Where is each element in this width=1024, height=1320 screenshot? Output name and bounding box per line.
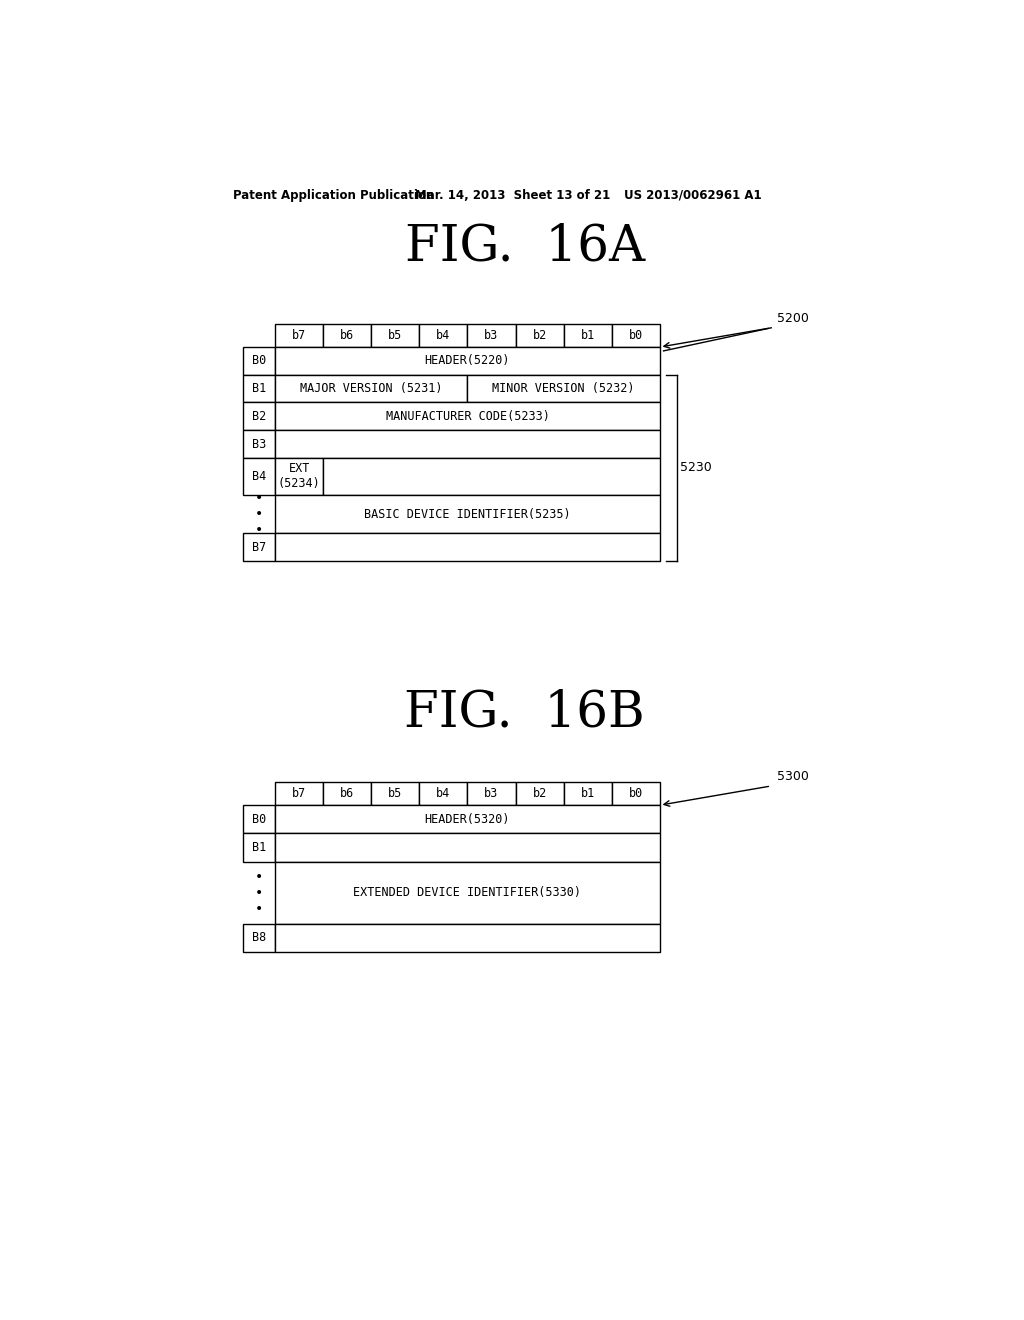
Text: EXT
(5234): EXT (5234) — [278, 462, 321, 491]
Bar — [467, 323, 515, 347]
Bar — [515, 781, 563, 805]
Text: 5200: 5200 — [777, 312, 809, 325]
Bar — [275, 458, 324, 495]
Text: 5230: 5230 — [680, 462, 712, 474]
Bar — [275, 805, 659, 833]
Text: US 2013/0062961 A1: US 2013/0062961 A1 — [624, 189, 762, 202]
Bar — [275, 430, 659, 458]
Bar — [275, 347, 659, 375]
Bar — [420, 323, 467, 347]
Text: B8: B8 — [252, 931, 266, 944]
Text: •
•
•: • • • — [255, 870, 263, 916]
Bar — [243, 533, 275, 561]
Bar — [243, 375, 275, 403]
Bar — [275, 862, 659, 924]
Bar — [611, 781, 659, 805]
Bar — [243, 403, 275, 430]
Text: MANUFACTURER CODE(5233): MANUFACTURER CODE(5233) — [385, 409, 550, 422]
Bar — [243, 924, 275, 952]
Bar — [243, 347, 275, 375]
Bar — [243, 833, 275, 862]
Text: BASIC DEVICE IDENTIFIER(5235): BASIC DEVICE IDENTIFIER(5235) — [365, 508, 570, 520]
Bar — [467, 375, 659, 403]
Text: b7: b7 — [292, 787, 306, 800]
Text: b2: b2 — [532, 787, 547, 800]
Bar — [275, 495, 659, 533]
Bar — [324, 323, 372, 347]
Text: HEADER(5220): HEADER(5220) — [425, 354, 510, 367]
Bar — [275, 533, 659, 561]
Text: b4: b4 — [436, 787, 451, 800]
Text: FIG.  16B: FIG. 16B — [404, 688, 645, 738]
Text: MAJOR VERSION (5231): MAJOR VERSION (5231) — [300, 381, 442, 395]
Text: B0: B0 — [252, 813, 266, 825]
Text: b0: b0 — [629, 787, 643, 800]
Text: b5: b5 — [388, 329, 402, 342]
Bar — [372, 323, 420, 347]
Text: B4: B4 — [252, 470, 266, 483]
Text: b4: b4 — [436, 329, 451, 342]
Text: Mar. 14, 2013  Sheet 13 of 21: Mar. 14, 2013 Sheet 13 of 21 — [415, 189, 610, 202]
Bar — [275, 924, 659, 952]
Bar — [372, 781, 420, 805]
Bar — [420, 781, 467, 805]
Bar — [611, 323, 659, 347]
Text: b5: b5 — [388, 787, 402, 800]
Text: B3: B3 — [252, 437, 266, 450]
Bar — [324, 781, 372, 805]
Bar — [275, 833, 659, 862]
Text: HEADER(5320): HEADER(5320) — [425, 813, 510, 825]
Bar — [324, 458, 659, 495]
Bar — [275, 403, 659, 430]
Text: b3: b3 — [484, 329, 499, 342]
Bar — [243, 805, 275, 833]
Text: b1: b1 — [581, 329, 595, 342]
Bar — [275, 375, 467, 403]
Text: b3: b3 — [484, 787, 499, 800]
Text: EXTENDED DEVICE IDENTIFIER(5330): EXTENDED DEVICE IDENTIFIER(5330) — [353, 887, 582, 899]
Text: B2: B2 — [252, 409, 266, 422]
Text: b0: b0 — [629, 329, 643, 342]
Text: B1: B1 — [252, 841, 266, 854]
Text: b1: b1 — [581, 787, 595, 800]
Bar — [275, 323, 324, 347]
Bar — [275, 781, 324, 805]
Text: b2: b2 — [532, 329, 547, 342]
Text: b7: b7 — [292, 329, 306, 342]
Bar — [243, 458, 275, 495]
Text: B7: B7 — [252, 541, 266, 554]
Bar — [467, 781, 515, 805]
Bar — [563, 781, 611, 805]
Text: b6: b6 — [340, 787, 354, 800]
Bar — [563, 323, 611, 347]
Text: B1: B1 — [252, 381, 266, 395]
Text: b6: b6 — [340, 329, 354, 342]
Text: 5300: 5300 — [777, 770, 809, 783]
Text: FIG.  16A: FIG. 16A — [404, 222, 645, 272]
Text: MINOR VERSION (5232): MINOR VERSION (5232) — [493, 381, 635, 395]
Bar — [243, 430, 275, 458]
Text: B0: B0 — [252, 354, 266, 367]
Bar — [515, 323, 563, 347]
Text: •
•
•: • • • — [255, 491, 263, 537]
Text: Patent Application Publication: Patent Application Publication — [232, 189, 434, 202]
